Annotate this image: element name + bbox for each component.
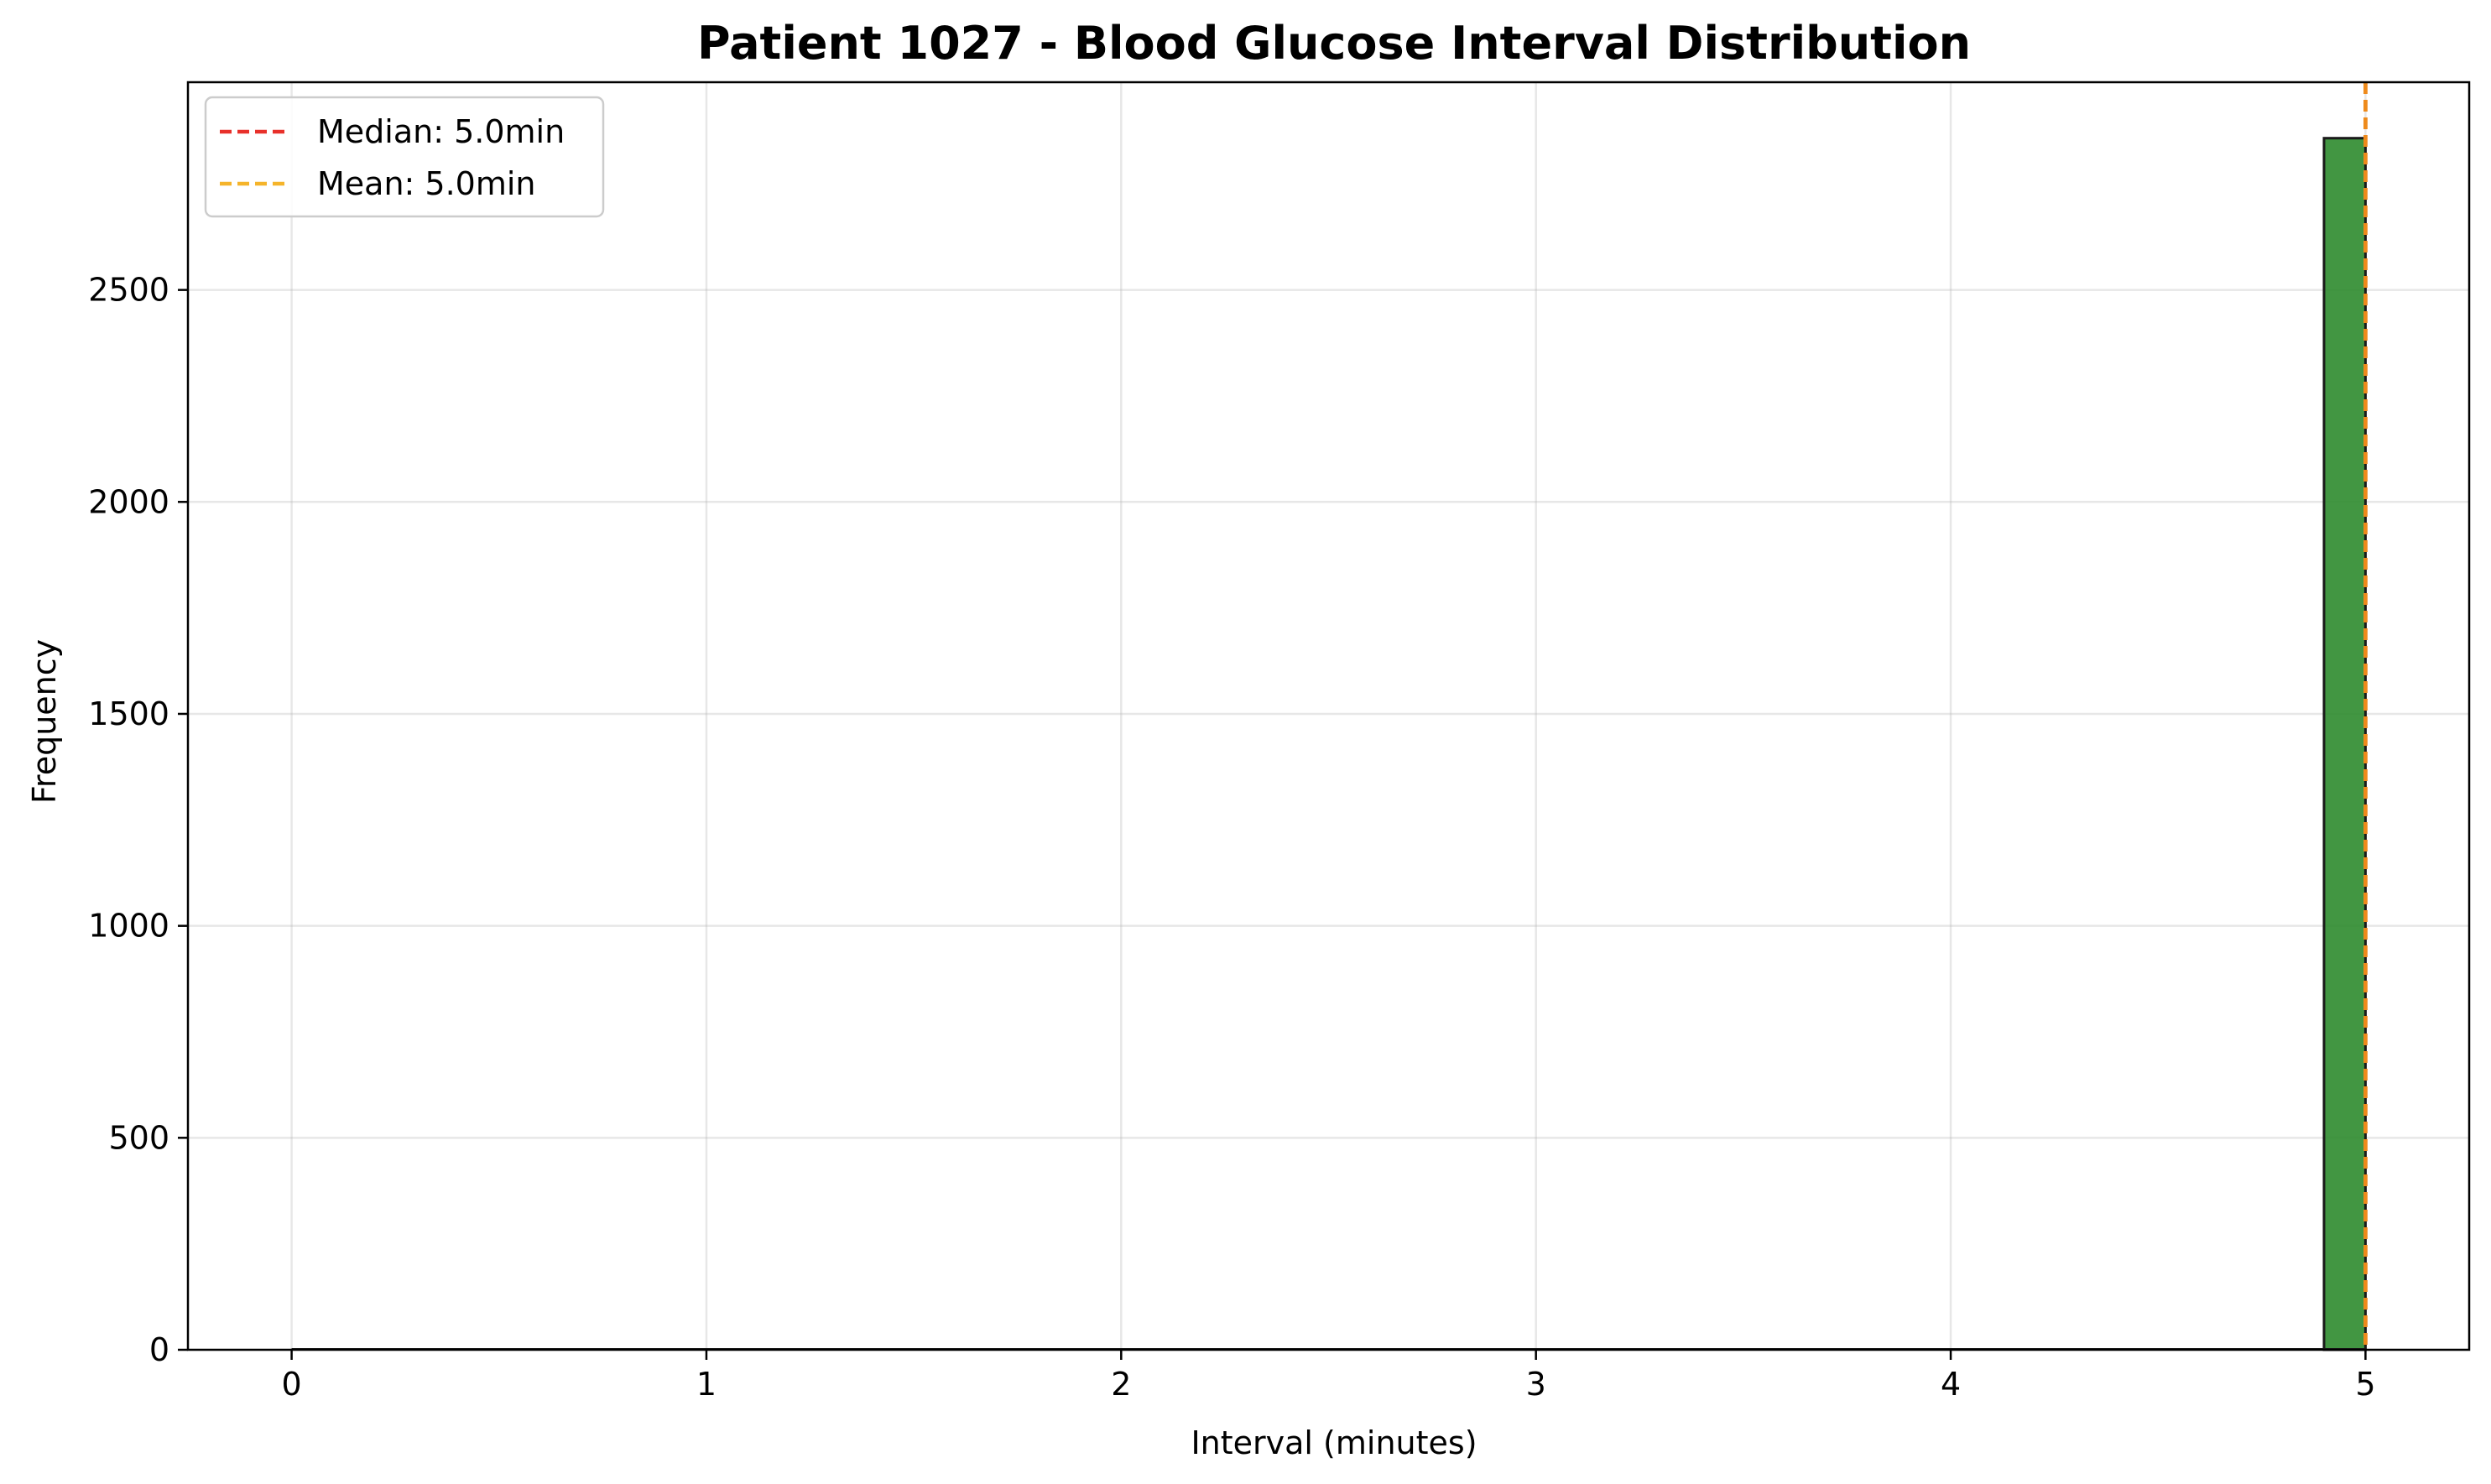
y-tick-label: 1500	[88, 695, 169, 732]
grid-lines	[188, 82, 2469, 1351]
x-tick-label: 4	[1941, 1366, 1961, 1403]
x-tick-label: 2	[1111, 1366, 1131, 1403]
chart-title: Patient 1027 - Blood Glucose Interval Di…	[697, 17, 1971, 70]
x-axis-label: Interval (minutes)	[1191, 1424, 1477, 1461]
plot-area-frame	[186, 81, 2471, 1351]
histogram-bar	[2322, 137, 2367, 1351]
histogram-bars	[291, 137, 2367, 1351]
x-tick-label: 5	[2355, 1366, 2375, 1403]
y-tick-label: 500	[108, 1119, 169, 1156]
x-tick-label: 3	[1526, 1366, 1546, 1403]
y-tick-label: 2500	[88, 272, 169, 309]
x-tick-label: 1	[696, 1366, 717, 1403]
legend-label-mean: Mean: 5.0min	[317, 165, 536, 202]
y-tick-label: 0	[149, 1331, 169, 1368]
y-tick-label: 2000	[88, 483, 169, 520]
legend: Median: 5.0min Mean: 5.0min	[204, 96, 605, 218]
y-axis-ticks: 0 500 1000 1500 2000 2500	[88, 272, 188, 1368]
y-axis-label: Frequency	[26, 639, 63, 804]
legend-label-median: Median: 5.0min	[317, 113, 565, 150]
legend-box	[204, 96, 605, 218]
x-tick-label: 0	[281, 1366, 301, 1403]
y-tick-label: 1000	[88, 908, 169, 945]
x-axis-ticks: 0 1 2 3 4 5	[281, 1350, 2376, 1403]
